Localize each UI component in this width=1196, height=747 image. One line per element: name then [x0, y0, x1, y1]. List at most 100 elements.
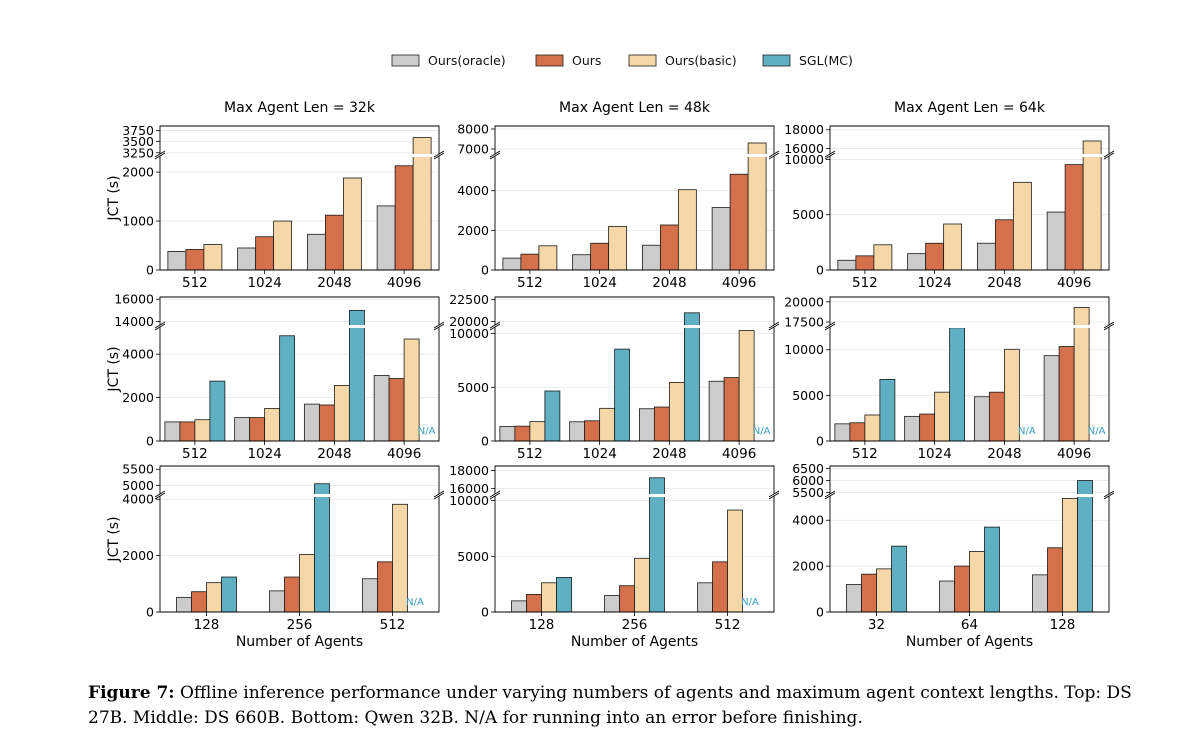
break-mark	[1103, 150, 1115, 158]
break-mark	[433, 150, 445, 158]
bar-basic-32	[876, 568, 892, 612]
bar-ours-4096	[723, 377, 740, 441]
chart-panel-4: 512 1024 2048 N/A 4096 0 2000 4000 14000 16000 JCT…	[106, 292, 445, 462]
y-tick-label: 8000	[457, 122, 489, 137]
axis-break-gap	[827, 154, 1112, 157]
axis-break-gap	[492, 494, 777, 497]
break-mark	[433, 323, 445, 331]
bar-basic-512	[203, 244, 223, 270]
y-tick-label: 17500	[784, 314, 824, 329]
bar-basic-512	[392, 503, 408, 612]
lower-axes-frame	[494, 156, 775, 271]
bar-basic-512	[873, 244, 893, 270]
break-mark	[1103, 323, 1115, 331]
bar-oracle-128	[1032, 574, 1048, 612]
y-axis-label: JCT (s)	[106, 516, 122, 562]
bar-oracle-2048	[306, 233, 326, 270]
bar-ours-4096	[388, 378, 405, 441]
bar-ours-128	[1047, 547, 1063, 612]
bar-basic-4096	[747, 155, 767, 270]
bar-upper-basic-4096	[1082, 140, 1102, 155]
bar-upper-sgl-2048	[683, 312, 700, 326]
upper-axes-frame	[829, 125, 1110, 154]
break-mark	[824, 150, 836, 158]
legend-swatch-basic	[628, 54, 657, 67]
bar-oracle-4096	[1046, 211, 1066, 270]
y-tick-label: 4000	[122, 347, 154, 362]
na-label-4096: N/A	[1088, 426, 1106, 437]
x-tick-label-4096: 4096	[387, 275, 421, 291]
break-mark	[768, 490, 780, 498]
bar-oracle-512	[837, 259, 857, 270]
bar-ours-512	[514, 425, 531, 441]
bar-oracle-512	[167, 251, 187, 270]
x-tick-label-512: 512	[517, 446, 543, 462]
bar-ours-256	[284, 576, 300, 612]
x-tick-label-1024: 1024	[582, 275, 616, 291]
bar-sgl-1024	[614, 348, 631, 441]
bar-ours-1024	[249, 417, 266, 441]
break-mark	[154, 492, 166, 500]
axis-break-gap	[492, 325, 777, 328]
y-tick-label: 16000	[114, 292, 154, 307]
x-tick-label-2048: 2048	[652, 446, 686, 462]
break-mark	[768, 150, 780, 158]
bar-basic-4096	[1082, 155, 1102, 270]
bar-sgl-1024	[279, 335, 296, 441]
y-tick-label: 4000	[457, 183, 489, 198]
bar-ours-2048	[324, 214, 344, 270]
bar-basic-4096	[1073, 326, 1090, 441]
bars-lower	[502, 155, 767, 270]
na-label-2048: N/A	[1018, 426, 1036, 437]
break-mark	[154, 323, 166, 331]
bar-ours-2048	[659, 224, 679, 270]
y-tick-label: 0	[481, 605, 489, 620]
panel-title: Max Agent Len = 64k	[894, 100, 1046, 116]
bars-lower	[846, 495, 1093, 612]
upper-axes-frame	[159, 465, 440, 494]
x-tick-label-256: 256	[287, 617, 313, 633]
y-tick-label: 5000	[122, 478, 154, 493]
x-tick-label-4096: 4096	[722, 446, 756, 462]
bar-basic-256	[299, 554, 315, 612]
na-label-512: N/A	[741, 597, 759, 608]
x-tick-label-128: 128	[529, 617, 555, 633]
lower-axes-frame	[494, 327, 775, 442]
bar-ours-2048	[318, 404, 335, 441]
y-tick-label: 2000	[122, 390, 154, 405]
bar-oracle-1024	[904, 415, 921, 441]
bar-oracle-1024	[237, 247, 257, 270]
legend-swatch-sgl	[762, 54, 791, 67]
bar-basic-1024	[608, 225, 628, 270]
break-mark	[824, 490, 836, 498]
bar-upper-sgl-128	[1077, 480, 1093, 495]
break-mark	[1103, 492, 1115, 500]
y-tick-label: 10000	[449, 493, 489, 508]
bars-lower	[176, 495, 408, 612]
bar-sgl-2048	[348, 326, 365, 441]
x-tick-label-512: 512	[380, 617, 406, 633]
break-mark	[824, 321, 836, 329]
bar-basic-2048	[342, 177, 362, 270]
break-mark	[433, 492, 445, 500]
na-label-512: N/A	[406, 597, 424, 608]
y-tick-label: 10000	[449, 326, 489, 341]
y-tick-label: 18000	[449, 463, 489, 478]
x-tick-label-1024: 1024	[247, 275, 281, 291]
bar-basic-512	[529, 421, 546, 441]
legend-swatch-oracle	[391, 54, 420, 67]
break-mark	[154, 152, 166, 160]
y-tick-label: 0	[816, 434, 824, 449]
break-mark	[768, 152, 780, 160]
bar-sgl-512	[879, 378, 896, 441]
bar-ours-512	[855, 255, 875, 270]
bars-upper	[649, 477, 665, 495]
break-mark	[154, 150, 166, 158]
break-mark	[433, 152, 445, 160]
x-tick-label-4096: 4096	[387, 446, 421, 462]
x-tick-label-128: 128	[194, 617, 220, 633]
bar-basic-128	[1062, 498, 1078, 612]
